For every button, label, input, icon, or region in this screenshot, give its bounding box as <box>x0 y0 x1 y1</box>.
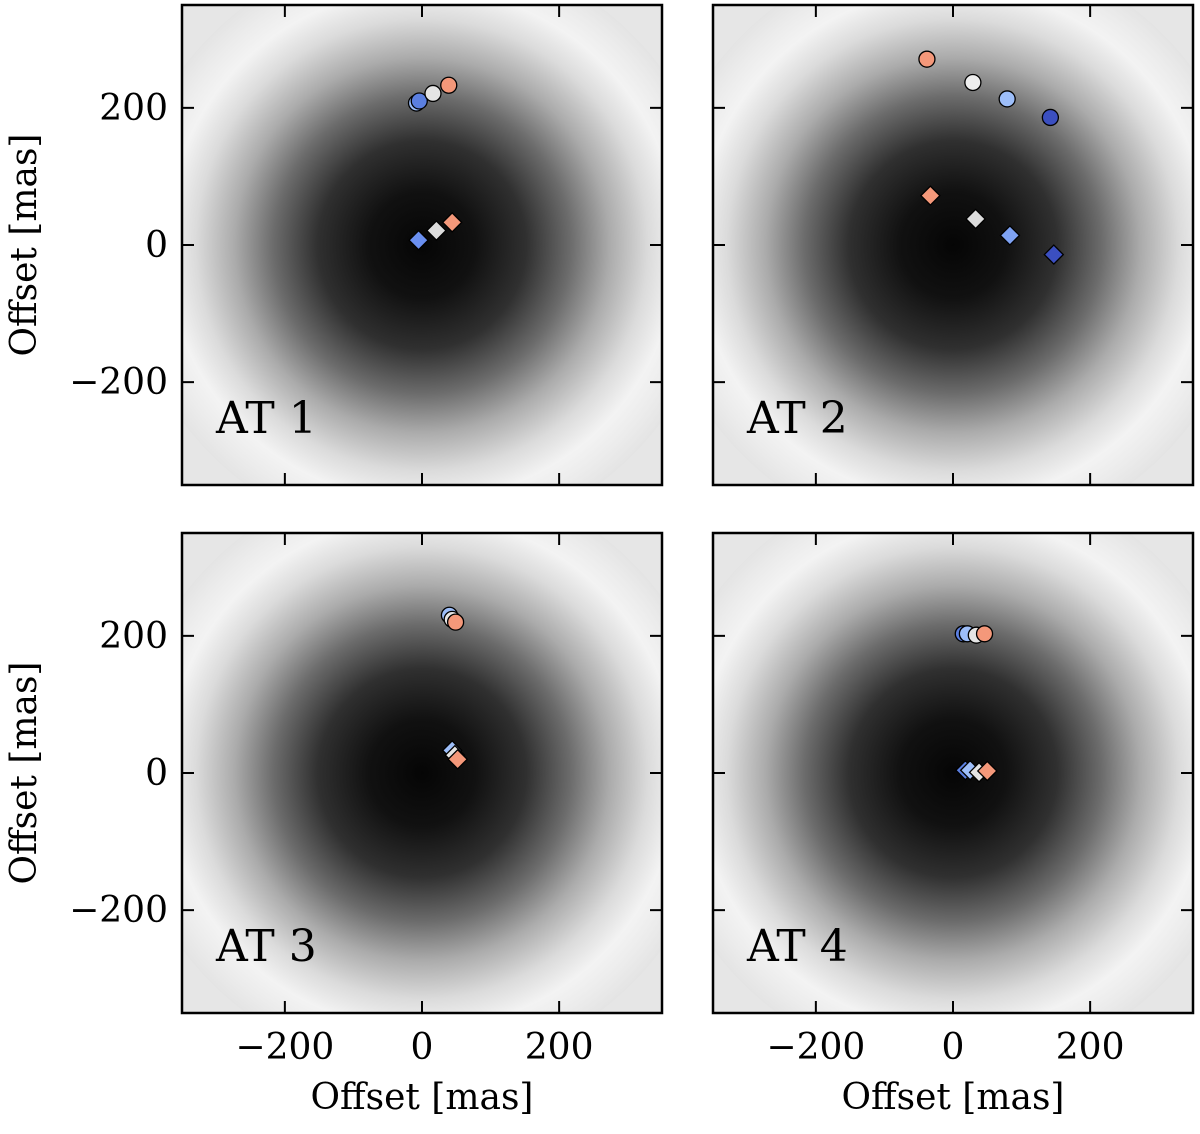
panel-label: AT 2 <box>746 393 848 444</box>
x-tick-label: 200 <box>1056 1027 1125 1068</box>
panel-label: AT 1 <box>215 393 317 444</box>
x-tick-label: 0 <box>411 1027 434 1068</box>
panel-3: −200 −200 0 0 200 200 AT 3 Offset [mas] Offset [… <box>4 531 664 1118</box>
panel-2: AT 2 <box>711 3 1195 487</box>
diamond-point-2 <box>965 208 987 230</box>
circle-point-2 <box>410 92 428 110</box>
y-tick-label: −200 <box>69 890 168 931</box>
psf-image <box>713 533 1193 1013</box>
diamond-point-3 <box>441 211 463 233</box>
y-tick-label: 200 <box>99 616 168 657</box>
diamond-point-3 <box>447 748 469 770</box>
diamond-point-2 <box>425 220 447 242</box>
circle-point-3 <box>446 613 465 631</box>
psf-image <box>713 5 1193 485</box>
x-tick-label: 0 <box>942 1027 965 1068</box>
diamond-point-4 <box>1043 244 1065 266</box>
x-tick-label: 200 <box>525 1027 594 1068</box>
circle-point-1 <box>918 50 936 68</box>
circle-point-3 <box>998 90 1016 108</box>
circle-point-3 <box>424 84 442 103</box>
y-axis-label: Offset [mas] <box>4 662 45 885</box>
circle-point-4 <box>975 625 994 643</box>
circle-point-4 <box>440 76 458 94</box>
y-tick-label: 0 <box>145 225 168 266</box>
diamond-point-3 <box>999 224 1021 246</box>
y-tick-label: 200 <box>99 88 168 129</box>
panel-label: AT 4 <box>746 921 848 972</box>
y-tick-label: 0 <box>145 753 168 794</box>
psf-image <box>182 533 662 1013</box>
circle-point-2 <box>964 73 982 92</box>
diamond-point-4 <box>976 760 998 782</box>
x-tick-label: −200 <box>766 1027 865 1068</box>
diamond-point-1 <box>919 185 941 207</box>
panel-4: −200 0 200 AT 4 Offset [mas] <box>711 531 1195 1118</box>
y-axis-label: Offset [mas] <box>4 134 45 357</box>
panel-label: AT 3 <box>215 921 317 972</box>
diamond-point-1 <box>408 229 429 251</box>
panel-1: −200 0 200 AT 1 Offset [mas] <box>4 3 664 487</box>
x-axis-label: Offset [mas] <box>842 1077 1065 1118</box>
x-tick-label: −200 <box>235 1027 334 1068</box>
y-tick-label: −200 <box>69 362 168 403</box>
circle-point-4 <box>1041 108 1060 127</box>
x-axis-label: Offset [mas] <box>311 1077 534 1118</box>
